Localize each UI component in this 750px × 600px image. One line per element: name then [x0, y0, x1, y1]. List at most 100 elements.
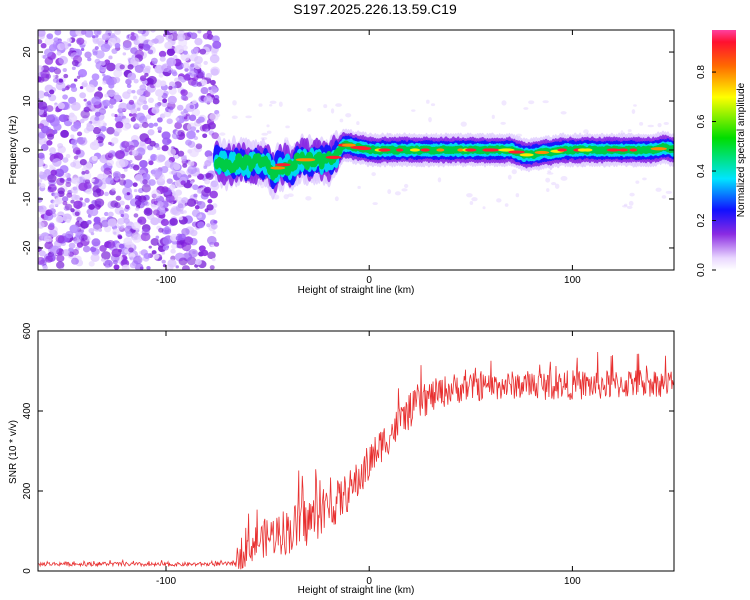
noise-blob	[101, 33, 110, 41]
noise-speck	[339, 118, 344, 123]
noise-blob	[76, 37, 85, 45]
noise-blob	[49, 229, 55, 235]
noise-blob	[84, 51, 92, 59]
noise-blob	[194, 55, 203, 64]
noise-blob	[142, 104, 149, 111]
noise-blob	[113, 76, 121, 84]
noise-blob	[147, 129, 155, 136]
noise-blob	[144, 65, 151, 71]
noise-blob	[132, 95, 138, 100]
noise-blob	[169, 217, 178, 226]
colorbar-gradient	[712, 30, 736, 270]
colorbar-ticks: 0.0 0.2 0.4 0.6 0.8	[696, 65, 716, 277]
noise-blob	[112, 171, 121, 179]
noise-blob	[164, 207, 169, 212]
noise-blob	[171, 69, 177, 75]
noise-blob	[147, 97, 154, 104]
noise-blob	[141, 184, 151, 193]
noise-blob	[133, 255, 143, 265]
signal-hotspot	[629, 148, 638, 152]
noise-blob	[183, 73, 192, 81]
noise-blob	[212, 230, 216, 235]
noise-blob	[129, 262, 137, 269]
spectrogram-x-label: Height of straight line (km)	[298, 285, 415, 296]
snr-series-line	[38, 351, 674, 570]
noise-speck	[232, 100, 237, 106]
noise-blob	[122, 42, 132, 51]
noise-blob	[100, 258, 105, 262]
noise-blob	[44, 57, 54, 65]
noise-speck	[665, 190, 673, 194]
noise-blob	[123, 168, 128, 172]
signal-hotspot	[498, 148, 515, 152]
noise-blob	[111, 137, 119, 144]
noise-blob	[180, 111, 185, 115]
noise-blob	[108, 55, 113, 60]
noise-blob	[189, 148, 199, 158]
noise-blob	[157, 126, 163, 131]
noise-blob	[162, 137, 171, 146]
noise-blob	[120, 173, 126, 179]
noise-blob	[161, 101, 168, 108]
signal-hotspot	[325, 155, 342, 159]
noise-blob	[79, 86, 84, 90]
noise-blob	[108, 141, 112, 146]
noise-speck	[345, 113, 352, 118]
noise-blob	[128, 113, 133, 117]
noise-blob	[203, 60, 208, 65]
noise-blob	[173, 30, 177, 34]
noise-blob	[151, 189, 161, 199]
noise-blob	[188, 114, 197, 122]
noise-blob	[88, 261, 95, 267]
noise-blob	[206, 235, 217, 245]
signal-hotspot	[519, 153, 534, 157]
noise-speck	[647, 124, 655, 128]
noise-blob	[173, 154, 179, 159]
noise-blob	[154, 173, 161, 179]
noise-blob	[210, 223, 218, 230]
noise-blob	[196, 81, 202, 87]
noise-speck	[633, 104, 637, 107]
noise-blob	[156, 201, 164, 208]
noise-blob	[142, 173, 151, 181]
noise-blob	[38, 158, 44, 168]
noise-blob	[151, 250, 157, 255]
noise-blob	[44, 36, 54, 46]
noise-blob	[161, 259, 166, 264]
noise-blob	[193, 193, 198, 198]
noise-speck	[627, 129, 632, 133]
signal-hotspot	[457, 148, 465, 152]
noise-blob	[145, 114, 152, 120]
noise-blob	[102, 73, 106, 77]
spectrogram-x-ticks: -100 0 100	[156, 30, 581, 286]
noise-blob	[53, 192, 60, 199]
noise-blob	[47, 174, 57, 183]
noise-blob	[94, 116, 100, 121]
noise-speck	[515, 193, 520, 198]
noise-blob	[58, 78, 64, 83]
noise-blob	[65, 230, 74, 239]
noise-blob	[70, 101, 81, 111]
noise-blob	[104, 211, 109, 217]
noise-blob	[101, 177, 109, 185]
noise-blob	[103, 167, 112, 175]
spectrogram-heatmap	[38, 30, 674, 270]
noise-blob	[178, 233, 187, 241]
noise-blob	[38, 152, 45, 159]
noise-blob	[93, 178, 103, 188]
noise-blob	[107, 211, 114, 218]
signal-trace-cell	[304, 159, 311, 171]
noise-blob	[157, 117, 163, 123]
noise-blob	[168, 85, 173, 90]
spectrogram-y-tick-label: -10	[22, 191, 33, 206]
noise-blob	[200, 187, 204, 191]
noise-blob	[118, 243, 125, 249]
snr-y-ticks: 0 200 400 600	[22, 322, 674, 574]
noise-blob	[52, 129, 58, 134]
noise-blob	[66, 177, 72, 182]
noise-blob	[63, 73, 69, 79]
noise-blob	[176, 104, 184, 111]
noise-blob	[158, 50, 167, 58]
noise-blob	[45, 238, 50, 243]
noise-blob	[121, 123, 130, 131]
